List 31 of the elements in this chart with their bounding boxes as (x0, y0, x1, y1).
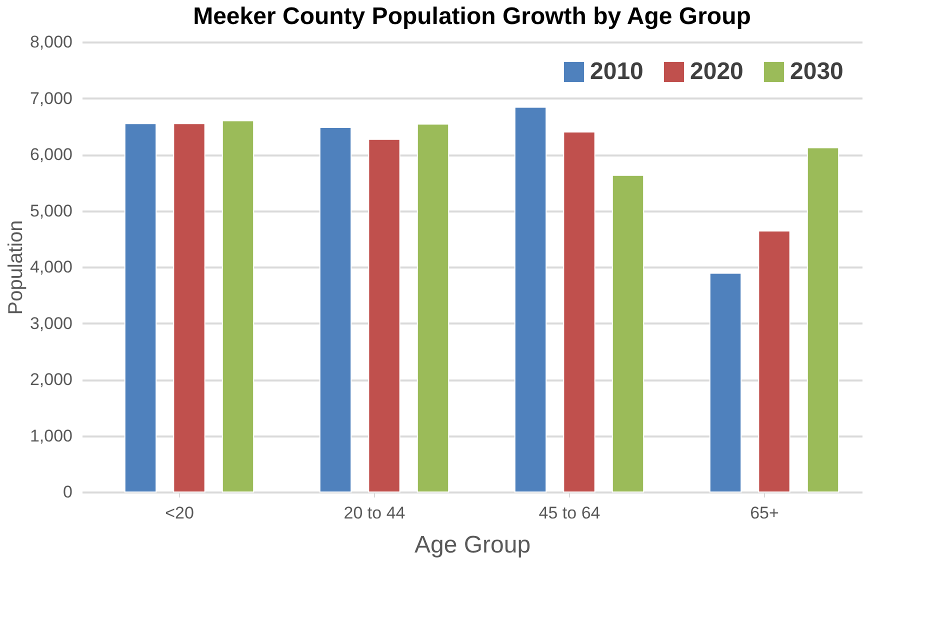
y-tick-label: 4,000 (30, 258, 72, 276)
x-axis-title: Age Group (414, 532, 531, 558)
bar (222, 120, 254, 492)
y-tick-label: 6,000 (30, 145, 72, 164)
bar (563, 132, 596, 492)
y-tick-label: 7,000 (30, 88, 72, 108)
x-tick-label: <20 (165, 504, 194, 522)
y-tick-label: 0 (63, 482, 72, 502)
bar (319, 127, 352, 492)
bar (514, 106, 547, 492)
bar (806, 147, 840, 492)
bar (124, 123, 157, 492)
bar (758, 230, 790, 492)
bar (709, 272, 742, 492)
bar (416, 124, 450, 492)
y-tick-label: 5,000 (30, 201, 72, 220)
y-tick-label: 2,000 (30, 370, 72, 389)
y-tick-label: 3,000 (30, 314, 72, 333)
y-tick-label: 8,000 (30, 32, 72, 52)
x-tick-label: 65+ (750, 504, 779, 522)
x-tick-label: 45 to 64 (538, 504, 600, 522)
chart-title: Meeker County Population Growth by Age Group (193, 3, 751, 30)
bar (368, 138, 400, 492)
x-tick-label: 20 to 44 (344, 504, 406, 522)
bar (173, 123, 206, 492)
legend-label: 2020 (690, 58, 744, 85)
y-axis-title: Population (4, 220, 27, 315)
legend-label: 2010 (590, 58, 644, 85)
legend-label: 2030 (790, 58, 844, 85)
y-tick-label: 1,000 (30, 426, 72, 446)
bar (612, 174, 644, 492)
